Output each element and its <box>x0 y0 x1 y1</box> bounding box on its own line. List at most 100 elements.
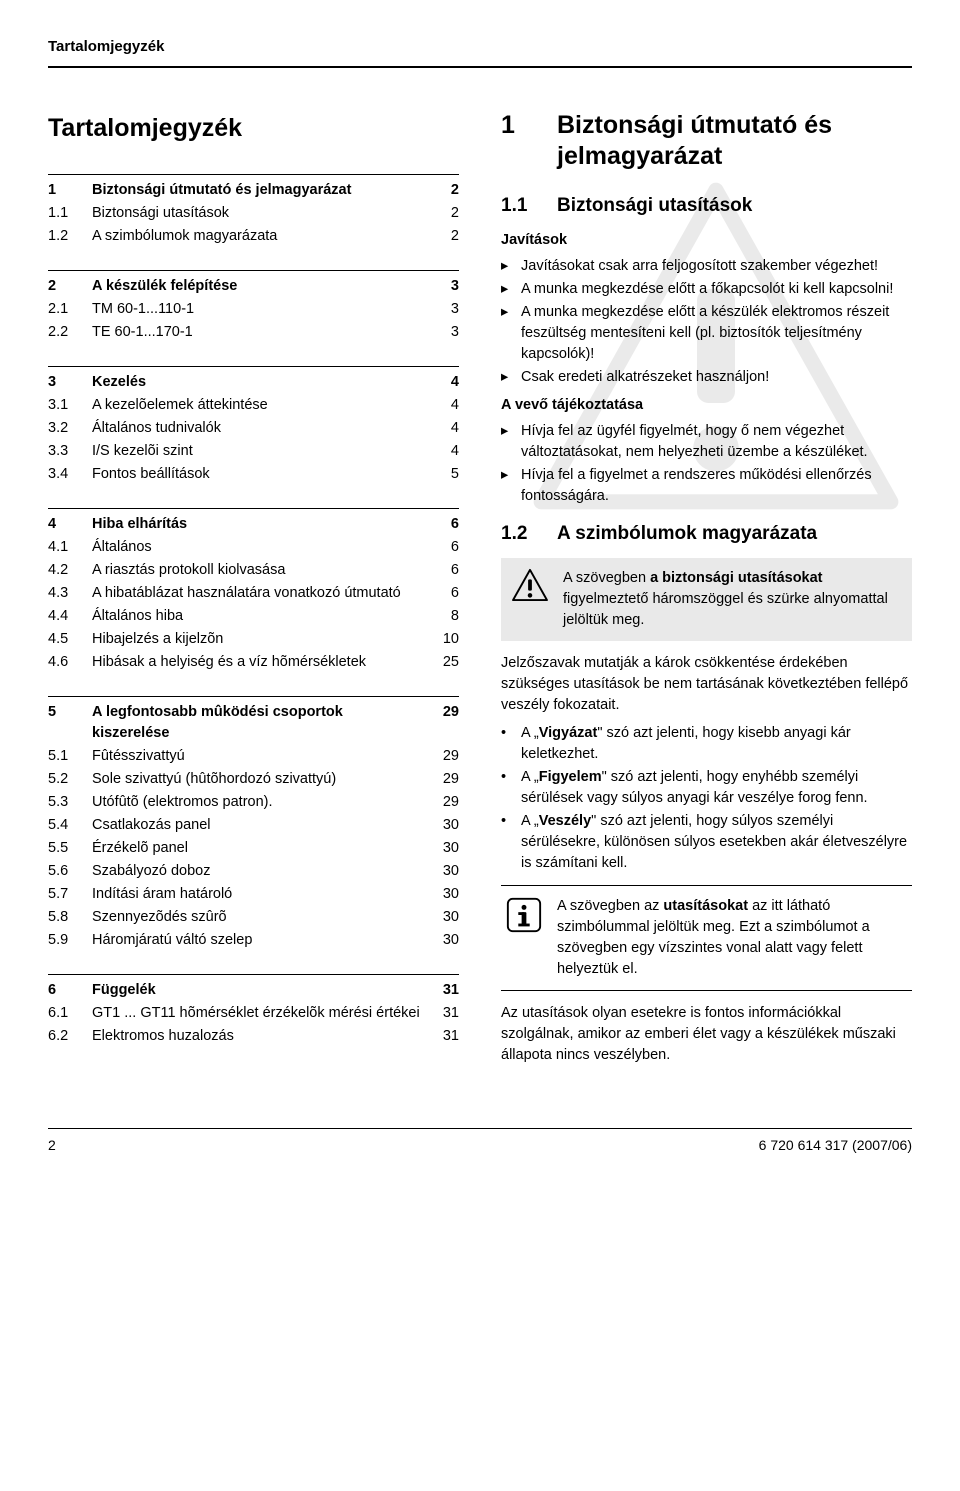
heading-1-1-number: 1.1 <box>501 192 557 220</box>
toc-number: 2 <box>48 276 92 297</box>
toc-page: 3 <box>431 299 459 320</box>
toc-number: 4.5 <box>48 629 92 650</box>
callout-info-text: A szövegben az utasításokat az itt látha… <box>557 896 908 980</box>
vevo-list: ▸Hívja fel az ügyfél figyelmét, hogy ő n… <box>501 420 912 508</box>
toc-row: 1.2A szimbólumok magyarázata2 <box>48 225 459 248</box>
toc-page: 29 <box>431 769 459 790</box>
toc-page: 31 <box>431 980 459 1001</box>
toc-row: 4.5Hibajelzés a kijelzõn10 <box>48 628 459 651</box>
toc-text: Biztonsági utasítások <box>92 203 431 224</box>
heading-1-1-text: Biztonsági utasítások <box>557 192 752 220</box>
toc-number: 2.2 <box>48 322 92 343</box>
paragraph-utasitasok: Az utasítások olyan esetekre is fontos i… <box>501 1003 912 1066</box>
list-item: ▸A munka megkezdése előtt a főkapcsolót … <box>501 278 912 301</box>
toc-number: 4 <box>48 514 92 535</box>
toc-text: Fûtésszivattyú <box>92 746 431 767</box>
toc-number: 5.1 <box>48 746 92 767</box>
toc-text: Szennyezõdés szûrõ <box>92 907 431 928</box>
toc-text: A kezelõelemek áttekintése <box>92 395 431 416</box>
toc-text: Szabályozó doboz <box>92 861 431 882</box>
toc-number: 4.2 <box>48 560 92 581</box>
toc-page: 8 <box>431 606 459 627</box>
info-icon <box>505 896 543 941</box>
toc-row: 5.1Fûtésszivattyú29 <box>48 745 459 768</box>
list-item: ▸Csak eredeti alkatrészeket használjon! <box>501 366 912 389</box>
toc-row: 6.2Elektromos huzalozás31 <box>48 1025 459 1048</box>
toc-row: 6Függelék31 <box>48 979 459 1002</box>
toc-text: TE 60-1...170-1 <box>92 322 431 343</box>
callout-warning-text: A szövegben a biztonsági utasításokat fi… <box>563 568 900 631</box>
toc-page: 2 <box>431 226 459 247</box>
content-column: 1 Biztonsági útmutató és jelmagyarázat 1… <box>501 110 912 1072</box>
toc-text: A legfontosabb mûködési csoportok kiszer… <box>92 702 431 744</box>
list-item: ▸Hívja fel a figyelmet a rendszeres műkö… <box>501 464 912 508</box>
toc-number: 3 <box>48 372 92 393</box>
toc-page: 31 <box>431 1026 459 1047</box>
list-item-text: A munka megkezdése előtt a főkapcsolót k… <box>521 279 912 300</box>
toc-number: 5.4 <box>48 815 92 836</box>
toc-page: 29 <box>431 746 459 767</box>
arrow-icon: ▸ <box>501 367 521 388</box>
toc-row: 4Hiba elhárítás6 <box>48 513 459 536</box>
toc-page: 2 <box>431 203 459 224</box>
page-footer: 2 6 720 614 317 (2007/06) <box>48 1128 912 1155</box>
heading-1-2-number: 1.2 <box>501 520 557 548</box>
arrow-icon: ▸ <box>501 302 521 323</box>
heading-1-number: 1 <box>501 110 557 141</box>
callout-warning: A szövegben a biztonsági utasításokat fi… <box>501 558 912 641</box>
heading-1-1: 1.1 Biztonsági utasítások <box>501 192 912 220</box>
toc-page: 30 <box>431 907 459 928</box>
toc-title: Tartalomjegyzék <box>48 110 459 146</box>
toc-text: Biztonsági útmutató és jelmagyarázat <box>92 180 431 201</box>
toc-page: 30 <box>431 861 459 882</box>
toc-page: 4 <box>431 372 459 393</box>
toc-text: Hibajelzés a kijelzõn <box>92 629 431 650</box>
toc-number: 6.2 <box>48 1026 92 1047</box>
toc-text: Csatlakozás panel <box>92 815 431 836</box>
callout-info: A szövegben az utasításokat az itt látha… <box>501 885 912 991</box>
list-item: ▸Javításokat csak arra feljogosított sza… <box>501 255 912 278</box>
toc-number: 3.3 <box>48 441 92 462</box>
toc-page: 25 <box>431 652 459 673</box>
toc-page: 2 <box>431 180 459 201</box>
heading-1-2: 1.2 A szimbólumok magyarázata <box>501 520 912 548</box>
toc-number: 6 <box>48 980 92 1001</box>
toc-text: Általános <box>92 537 431 558</box>
toc-text: Fontos beállítások <box>92 464 431 485</box>
toc-row: 5.2Sole szivattyú (hûtõhordozó szivattyú… <box>48 768 459 791</box>
toc-text: Háromjáratú váltó szelep <box>92 930 431 951</box>
page-header: Tartalomjegyzék <box>48 36 912 68</box>
toc-page: 30 <box>431 815 459 836</box>
paragraph-jelzoszavak: Jelzőszavak mutatják a károk csökkentése… <box>501 653 912 716</box>
list-item: •A „Vigyázat" szó azt jelenti, hogy kise… <box>501 722 912 766</box>
footer-page-number: 2 <box>48 1135 56 1155</box>
toc-row: 5.4Csatlakozás panel30 <box>48 814 459 837</box>
toc-number: 3.2 <box>48 418 92 439</box>
toc-text: Hibásak a helyiség és a víz hõmérséklete… <box>92 652 431 673</box>
toc-text: Kezelés <box>92 372 431 393</box>
subhead-javitasok: Javítások <box>501 230 912 251</box>
list-item: •A „Figyelem" szó azt jelenti, hogy enyh… <box>501 766 912 810</box>
list-item-text: Csak eredeti alkatrészeket használjon! <box>521 367 912 388</box>
toc-row: 2.2TE 60-1...170-13 <box>48 321 459 344</box>
toc-row: 4.6Hibásak a helyiség és a víz hõmérsékl… <box>48 651 459 674</box>
toc-row: 3Kezelés4 <box>48 371 459 394</box>
toc-page: 6 <box>431 537 459 558</box>
toc-row: 5A legfontosabb mûködési csoportok kisze… <box>48 701 459 745</box>
list-item-text: Javításokat csak arra feljogosított szak… <box>521 256 912 277</box>
toc-page: 3 <box>431 322 459 343</box>
toc-number: 5.3 <box>48 792 92 813</box>
toc-page: 6 <box>431 560 459 581</box>
toc-text: Sole szivattyú (hûtõhordozó szivattyú) <box>92 769 431 790</box>
toc-page: 30 <box>431 838 459 859</box>
toc-page: 6 <box>431 583 459 604</box>
toc-number: 5.9 <box>48 930 92 951</box>
toc-number: 4.6 <box>48 652 92 673</box>
arrow-icon: ▸ <box>501 279 521 300</box>
javitasok-list: ▸Javításokat csak arra feljogosított sza… <box>501 255 912 389</box>
list-item-text: A „Veszély" szó azt jelenti, hogy súlyos… <box>521 811 912 874</box>
list-item-text: A „Figyelem" szó azt jelenti, hogy enyhé… <box>521 767 912 809</box>
toc-text: Hiba elhárítás <box>92 514 431 535</box>
toc-text: Utófûtõ (elektromos patron). <box>92 792 431 813</box>
toc-row: 3.3I/S kezelõi szint4 <box>48 440 459 463</box>
